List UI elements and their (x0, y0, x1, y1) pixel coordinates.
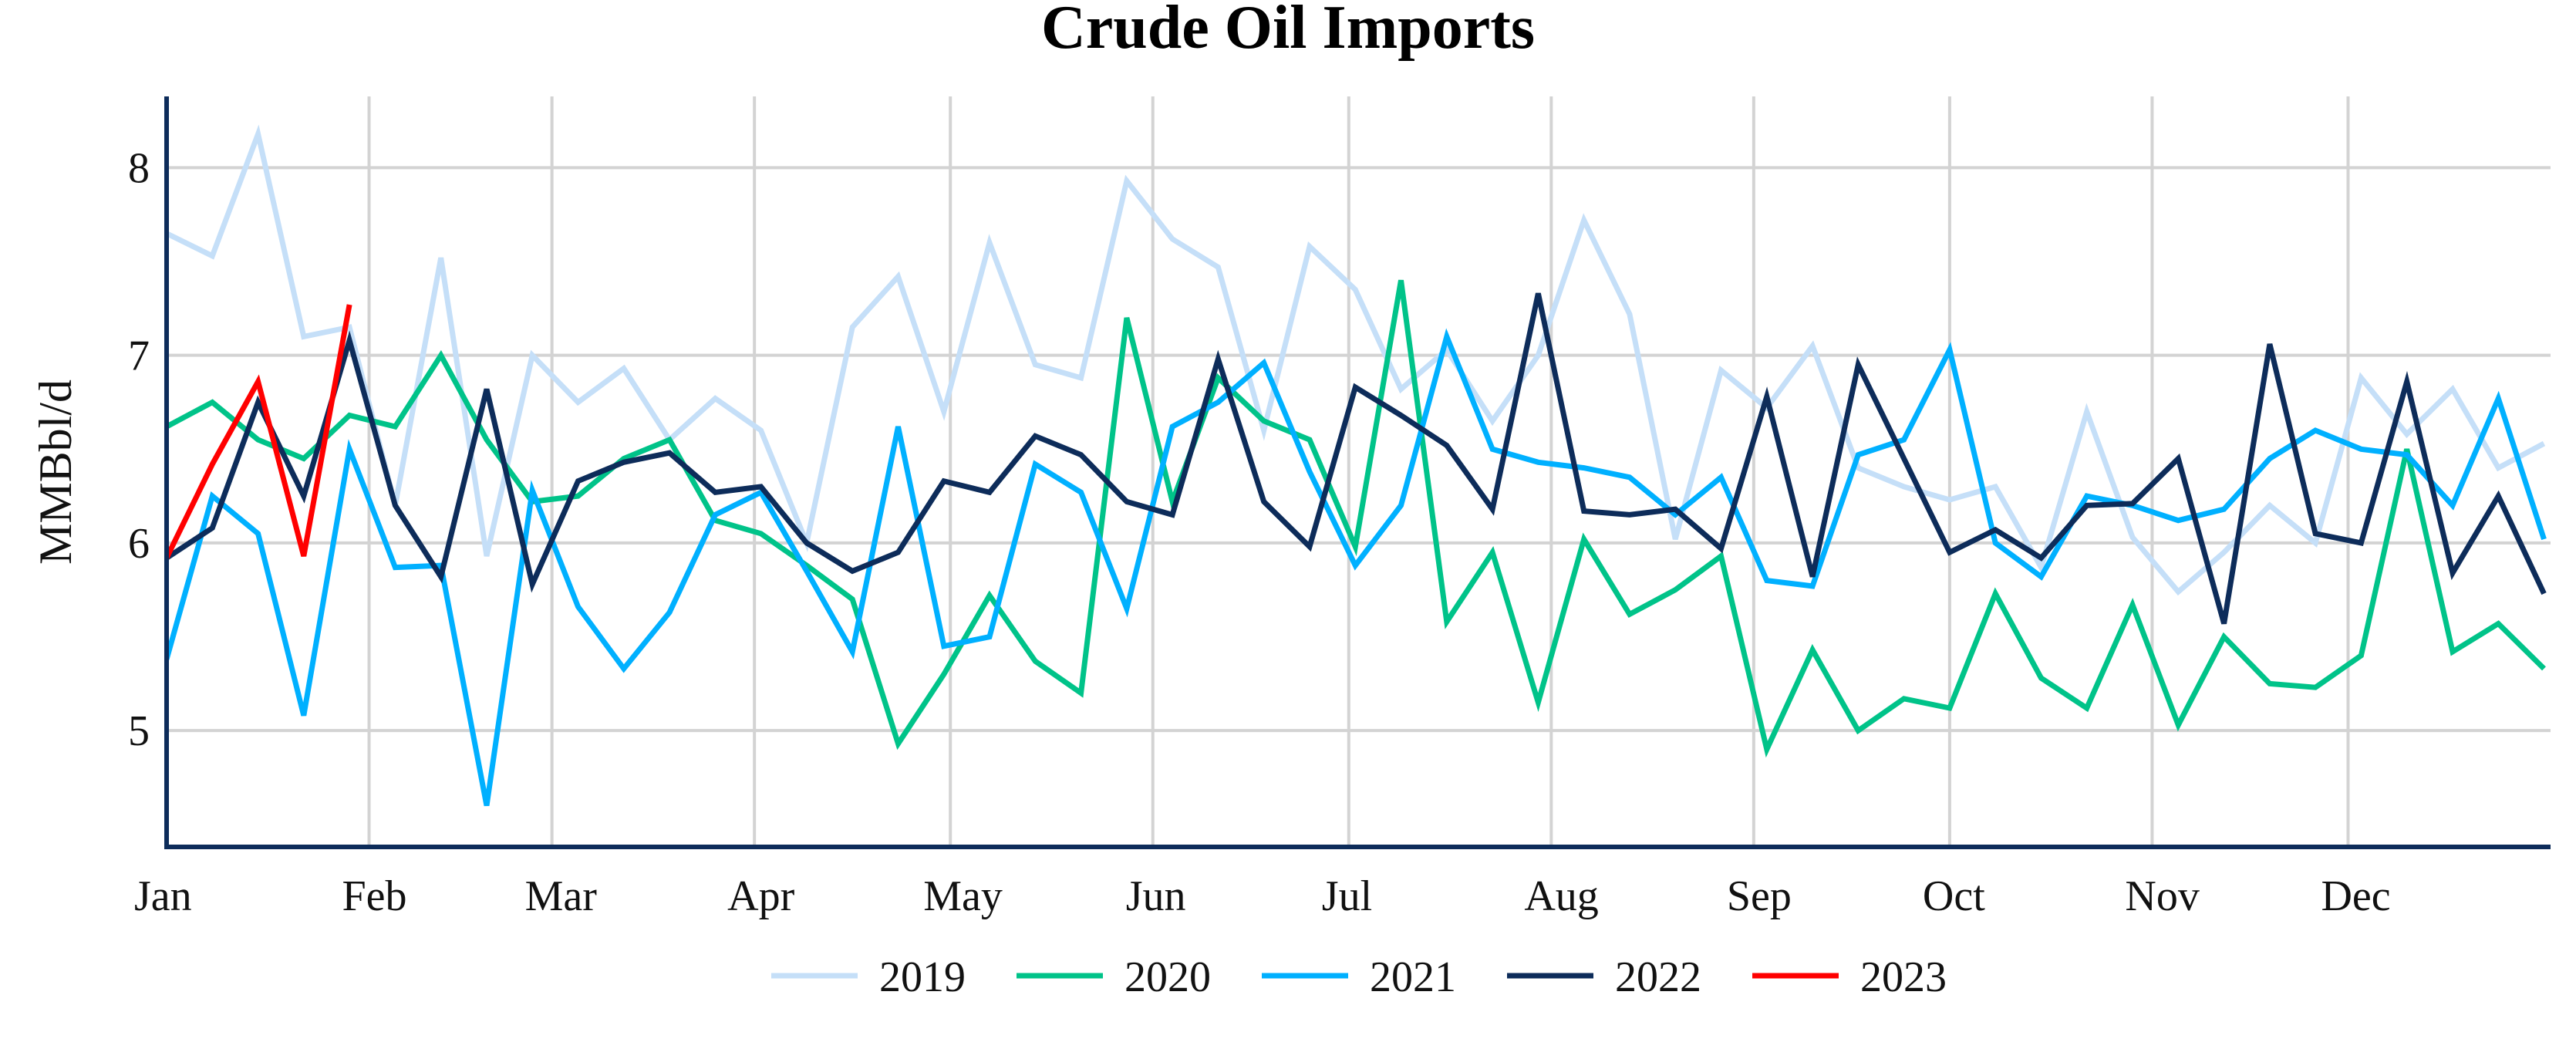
x-tick-label: Mar (525, 872, 598, 920)
grid (167, 96, 2551, 847)
x-tick-label: Apr (727, 872, 794, 920)
x-tick-labels: Jan Feb Mar Apr May Jun Jul Aug Sep Oct Nov Dec (134, 872, 2391, 920)
x-tick-label: Oct (1923, 872, 1985, 920)
x-tick-label: May (923, 872, 1003, 920)
legend-item-2023: 2023 (1752, 953, 1947, 1001)
x-tick-label: Nov (2125, 872, 2199, 920)
legend-label: 2021 (1370, 953, 1456, 1001)
series-line-2022 (167, 292, 2547, 625)
y-axis-label: MMBbl/d (30, 379, 81, 565)
series-line-2021 (167, 328, 2547, 807)
x-tick-label: Feb (342, 872, 407, 920)
series-line-2019 (167, 124, 2546, 596)
axes (164, 96, 2551, 849)
legend-label: 2020 (1124, 953, 1211, 1001)
chart-title: Crude Oil Imports (1041, 0, 1535, 62)
series-line-2023 (167, 304, 352, 559)
x-tick-label: Jul (1322, 872, 1372, 920)
legend-label: 2022 (1615, 953, 1701, 1001)
y-tick-label: 7 (128, 332, 150, 380)
series-lines (167, 124, 2547, 807)
legend-item-2020: 2020 (1017, 953, 1211, 1001)
series-line-2020 (167, 279, 2546, 758)
x-tick-label: Sep (1727, 872, 1792, 920)
x-tick-label: Aug (1524, 872, 1598, 920)
legend-item-2019: 2019 (771, 953, 966, 1001)
legend-label: 2023 (1860, 953, 1947, 1001)
y-tick-label: 6 (128, 520, 150, 568)
x-tick-label: Dec (2321, 872, 2390, 920)
legend-label: 2019 (879, 953, 966, 1001)
y-tick-labels: 5 6 7 8 (128, 144, 150, 755)
x-tick-label: Jan (134, 872, 192, 920)
x-tick-label: Jun (1126, 872, 1186, 920)
legend-item-2021: 2021 (1262, 953, 1456, 1001)
y-tick-label: 8 (128, 144, 150, 192)
legend: 2019 2020 2021 2022 2023 (771, 953, 1947, 1001)
legend-item-2022: 2022 (1507, 953, 1701, 1001)
y-tick-label: 5 (128, 707, 150, 755)
